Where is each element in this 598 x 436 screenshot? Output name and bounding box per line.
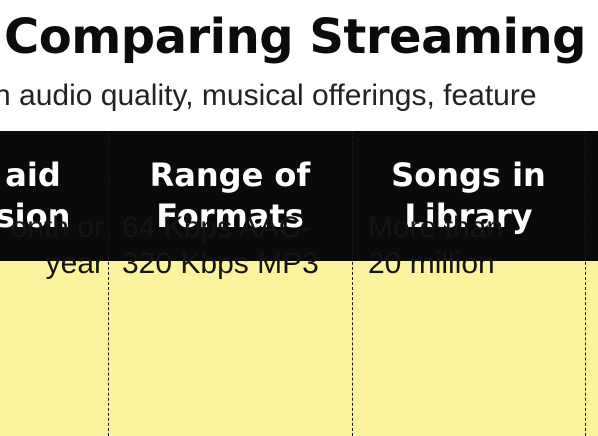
table-cell-songs-in-library: More than 20 million [368,210,503,282]
table-cell-paid-version: onth or year [0,210,104,282]
column-divider [585,131,586,436]
column-divider [108,131,109,436]
table-cell-line: More than [368,211,504,244]
comparison-table: aid sion Range of Formats Songs in Libra… [0,131,598,436]
header-cell-line: aid [5,156,61,194]
page-title: Comparing Streaming [4,9,586,65]
header-cell-songs-in-library: Songs in Library [352,131,585,261]
header-cell-paid-version: aid sion [0,131,106,261]
header-cell-line: Range of [149,156,311,194]
table-cell-line: year [45,247,104,280]
page-subtitle: n audio quality, musical offerings, feat… [0,79,537,112]
table-cell-line: 20 million [368,247,495,280]
header-cell-line: Songs in [391,156,546,194]
table-cell-line: 320 Kbps MP3 [122,247,319,280]
table-header-row: aid sion Range of Formats Songs in Libra… [0,131,598,261]
header-cell-line: Library [404,197,533,235]
header-cell-line: sion [0,197,71,235]
column-divider [352,131,353,436]
table-row [0,261,598,436]
table-cell-range-of-formats: 64 Kbps AAC- 320 Kbps MP3 [122,210,319,282]
table-cell-line: 64 Kbps AAC- [122,211,311,244]
table-cell-line: onth or [10,211,104,244]
header-cell-range-of-formats: Range of Formats [108,131,352,261]
header-cell-line: Formats [156,197,304,235]
